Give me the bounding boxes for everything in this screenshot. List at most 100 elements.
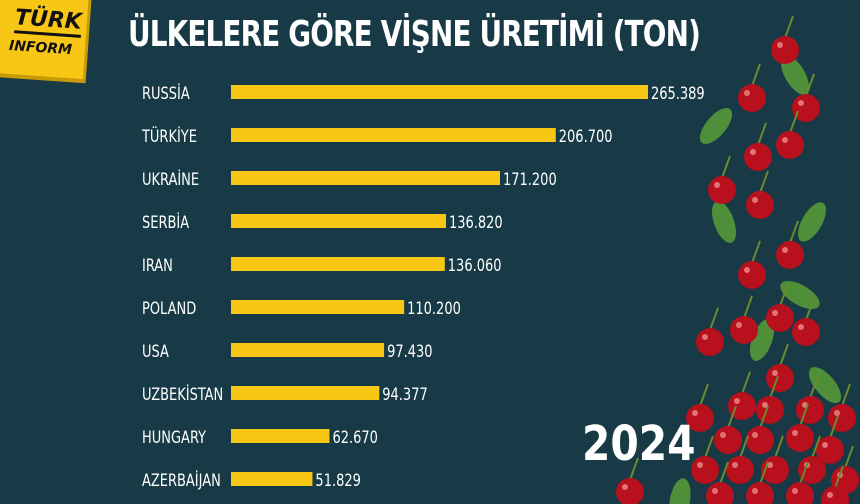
cherry-icon xyxy=(738,84,766,112)
bar xyxy=(231,257,445,271)
cherry-stem xyxy=(757,122,767,146)
cherry-icon xyxy=(766,304,794,332)
cherry-highlight xyxy=(622,484,628,490)
value-label: 97.430 xyxy=(387,341,432,361)
cherry-stem xyxy=(779,343,789,367)
cherry-stem xyxy=(704,435,714,459)
category-label: TÜRKİYE xyxy=(141,126,197,146)
cherry-icon xyxy=(746,426,774,454)
cherry-icon xyxy=(821,486,849,504)
cherry-icon xyxy=(776,131,804,159)
cherry-icon xyxy=(766,364,794,392)
cherry-highlight xyxy=(752,488,758,494)
cherry-highlight xyxy=(772,310,778,316)
category-label: UZBEKİSTAN xyxy=(142,384,223,404)
cherry-icon xyxy=(738,261,766,289)
cherry-highlight xyxy=(692,410,698,416)
cherry-stem xyxy=(834,465,844,489)
cherry-stem xyxy=(784,15,794,39)
cherry-icon xyxy=(730,316,758,344)
cherry-stem xyxy=(799,461,809,485)
cherry-icon xyxy=(696,328,724,356)
cherry-stem xyxy=(829,415,839,439)
cherry-icon xyxy=(796,396,824,424)
bar xyxy=(231,429,330,443)
cherry-icon xyxy=(616,478,644,504)
category-label: POLAND xyxy=(142,298,196,318)
bar xyxy=(231,386,380,400)
cherry-stem xyxy=(811,435,821,459)
cherry-stem xyxy=(751,240,761,264)
year-label: 2024 xyxy=(582,416,696,472)
bar xyxy=(231,85,648,99)
cherry-highlight xyxy=(792,430,798,436)
cherry-highlight xyxy=(752,197,758,203)
cherry-highlight xyxy=(736,322,742,328)
cherry-highlight xyxy=(697,462,703,468)
cherry-highlight xyxy=(752,432,758,438)
cherry-stem xyxy=(739,435,749,459)
cherry-icon xyxy=(756,396,784,424)
leaf-icon xyxy=(711,201,737,243)
chart-title: ÜLKELERE GÖRE VİŞNE ÜRETİMİ (TON) xyxy=(128,14,701,55)
cherry-icon xyxy=(746,482,774,504)
cherry-icon xyxy=(726,456,754,484)
cherry-highlight xyxy=(798,324,804,330)
cherry-highlight xyxy=(714,182,720,188)
cherry-icon xyxy=(828,404,856,432)
cherry-icon xyxy=(744,143,772,171)
cherry-icon xyxy=(786,424,814,452)
leaf-icon xyxy=(669,478,691,504)
cherry-highlight xyxy=(734,398,740,404)
cherry-stem xyxy=(699,383,709,407)
category-label: AZERBAİJAN xyxy=(142,470,221,490)
cherry-highlight xyxy=(834,410,840,416)
cherry-icon xyxy=(708,176,736,204)
category-label: IRAN xyxy=(142,255,173,275)
cherry-stem xyxy=(779,283,789,307)
cherry-icon xyxy=(714,426,742,454)
cherry-highlight xyxy=(782,247,788,253)
value-label: 110.200 xyxy=(407,298,461,318)
cherry-stem xyxy=(789,110,799,134)
cherry-stem xyxy=(759,461,769,485)
cherry-highlight xyxy=(744,90,750,96)
cherry-stem xyxy=(809,375,819,399)
cherry-stem xyxy=(759,405,769,429)
cherry-highlight xyxy=(732,462,738,468)
cherry-highlight xyxy=(702,334,708,340)
cherry-icon xyxy=(792,318,820,346)
value-label: 62.670 xyxy=(332,427,377,447)
bar xyxy=(231,214,446,228)
cherry-icon xyxy=(786,482,814,504)
cherry-stem xyxy=(741,371,751,395)
cherry-stem xyxy=(799,403,809,427)
cherry-stem xyxy=(844,445,854,469)
cherry-highlight xyxy=(792,488,798,494)
cherry-highlight xyxy=(777,42,783,48)
cherry-stem xyxy=(743,295,753,319)
leaf-icon xyxy=(780,281,820,309)
cherry-stem xyxy=(709,307,719,331)
cherry-highlight xyxy=(782,137,788,143)
cherry-highlight xyxy=(762,402,768,408)
cherry-highlight xyxy=(772,370,778,376)
cherry-stem xyxy=(789,220,799,244)
bar xyxy=(231,472,313,486)
bar xyxy=(231,343,385,357)
cherry-highlight xyxy=(822,442,828,448)
category-label: UKRAİNE xyxy=(142,169,199,189)
cherry-highlight xyxy=(712,488,718,494)
value-label: 136.820 xyxy=(449,212,503,232)
cherry-icon xyxy=(776,241,804,269)
category-label: RUSSİA xyxy=(142,83,190,103)
cherry-stem xyxy=(841,383,851,407)
value-label: 94.377 xyxy=(382,384,427,404)
leaf-icon xyxy=(781,55,809,95)
leaf-icon xyxy=(699,107,733,145)
value-label: 136.060 xyxy=(448,255,502,275)
cherry-stem xyxy=(727,405,737,429)
bar xyxy=(231,300,405,314)
cherry-icon xyxy=(771,36,799,64)
